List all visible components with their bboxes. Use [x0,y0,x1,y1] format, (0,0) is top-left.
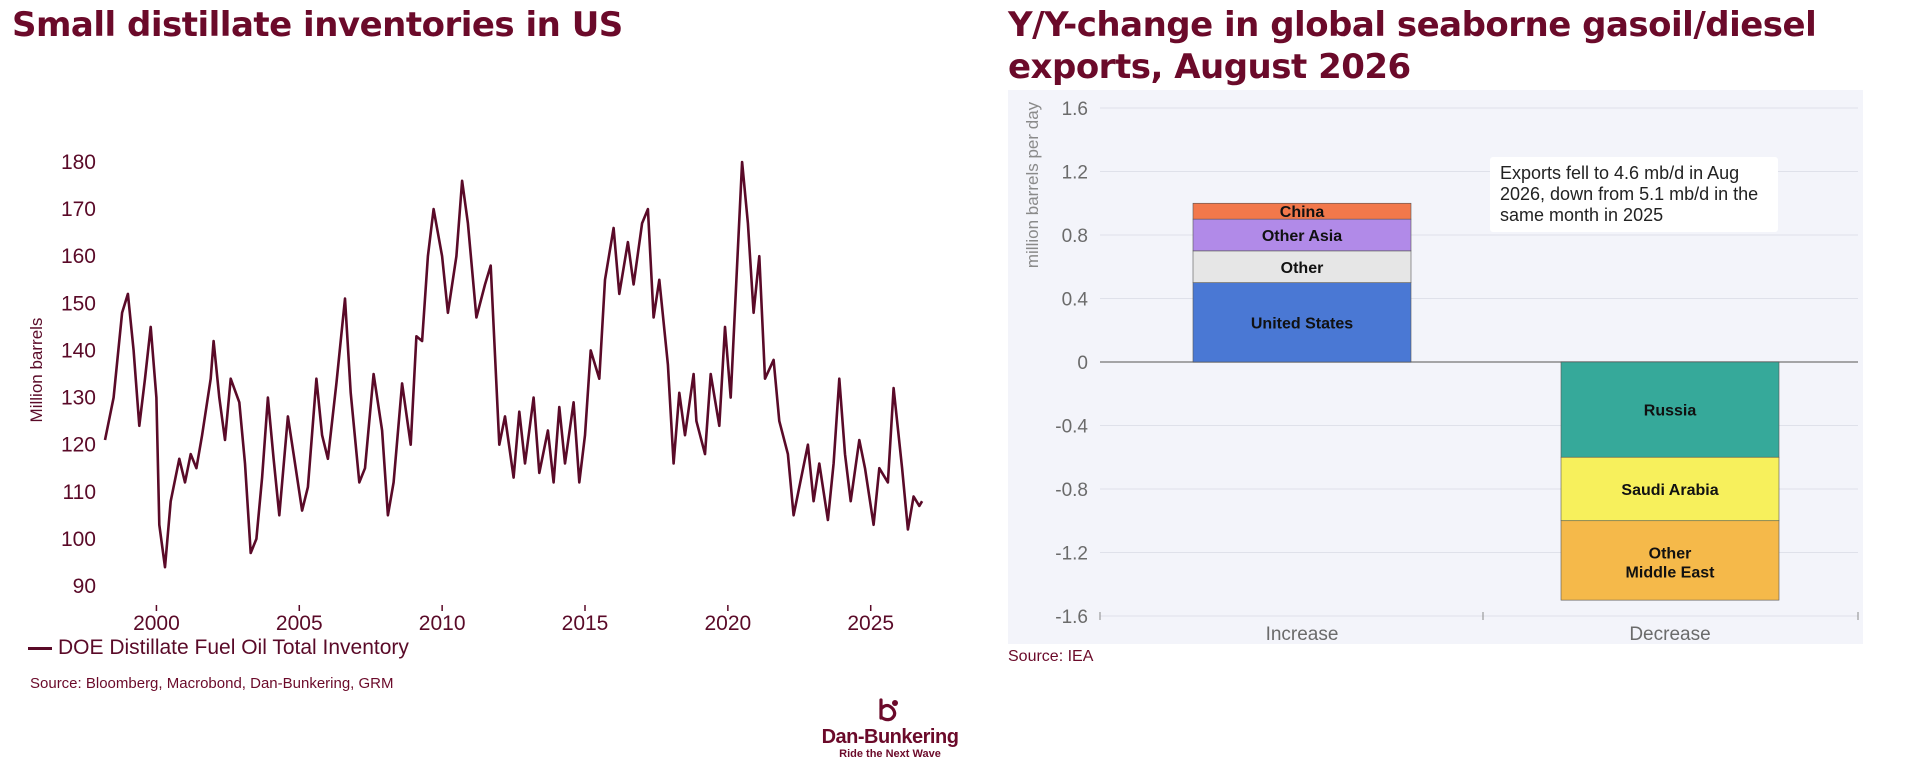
x-tick-label: 2025 [847,612,894,630]
bar-segment-china [1192,202,1412,220]
right-y-axis-label: million barrels per day [1023,101,1042,268]
bar-segment-other [1192,250,1412,283]
x-tick-label: 2000 [133,612,180,630]
y-tick-label: -1.2 [1055,544,1088,565]
y-tick-label: -0.8 [1055,480,1088,501]
bar-segment-other-middle-east [1560,520,1780,601]
segment-label: Middle East [1626,564,1716,581]
y-tick-label: 130 [61,387,96,410]
y-tick-label: 180 [61,151,96,174]
legend-label: DOE Distillate Fuel Oil Total Inventory [58,636,409,659]
segment-label: Russia [1644,403,1697,420]
x-category-label: Decrease [1629,624,1710,644]
y-tick-label: 120 [61,434,96,457]
segment-label: Other [1281,260,1324,277]
segment-label: United States [1251,315,1353,332]
logo-name: Dan-Bunkering [821,726,959,748]
right-chart-title: Y/Y-change in global seaborne gasoil/die… [1008,5,1817,87]
y-tick-label: 1.2 [1062,163,1088,184]
dan-bunkering-logo: Dan-Bunkering Ride the Next Wave [815,698,965,760]
y-tick-label: 90 [73,575,96,598]
y-tick-label: 150 [61,292,96,315]
y-tick-label: 110 [63,481,96,504]
y-tick-label: 0.8 [1062,226,1088,247]
x-tick-label: 2005 [276,612,323,630]
right-bar-chart: million barrels per day 1.6 1.2 0.8 0.4 0 -0.… [1023,99,1859,644]
right-bars: United States Other Other Asia China Russia S… [1192,202,1780,601]
bar-segment-saudi-arabia [1560,456,1780,522]
y-tick-label: 0.4 [1062,290,1089,311]
x-category-label: Increase [1266,624,1339,644]
left-x-ticks: 2000 2005 2010 2015 2020 2025 [133,605,894,630]
bar-segment-united-states [1192,282,1412,363]
segment-label: China [1280,204,1325,221]
y-tick-label: 0 [1077,353,1088,374]
y-tick-label: 160 [61,245,96,268]
x-tick-label: 2015 [562,612,609,630]
annotation-box: Exports fell to 4.6 mb/d in Aug 2026, do… [1490,157,1778,232]
y-tick-label: 1.6 [1062,99,1088,120]
y-tick-label: 140 [61,339,96,362]
left-chart-title: Small distillate inventories in US [12,5,623,45]
inventory-line [103,160,924,569]
y-tick-label: -0.4 [1055,417,1088,438]
y-tick-label: 100 [61,528,96,551]
left-source: Source: Bloomberg, Macrobond, Dan-Bunker… [30,675,394,692]
right-x-ticks: Increase Decrease [1099,612,1859,644]
legend-swatch [28,646,52,650]
left-y-ticks: 180 170 160 150 140 130 120 110 100 90 [61,151,96,598]
y-tick-label: -1.6 [1055,607,1088,628]
logo-tagline: Ride the Next Wave [839,748,941,760]
logo-mark-icon [815,698,965,726]
bar-segment-other-asia [1192,218,1412,252]
left-y-axis-label: Million barrels [27,318,46,423]
segment-label: Other Asia [1262,228,1342,245]
segment-label: Saudi Arabia [1621,482,1718,499]
left-legend: DOE Distillate Fuel Oil Total Inventory [28,636,409,660]
right-source: Source: IEA [1008,648,1094,665]
segment-label: Other [1649,545,1692,562]
y-tick-label: 170 [61,198,96,221]
x-tick-label: 2020 [704,612,751,630]
x-tick-label: 2010 [419,612,466,630]
left-line-chart: Million barrels 180 170 160 150 140 130 120 110… [27,151,924,630]
